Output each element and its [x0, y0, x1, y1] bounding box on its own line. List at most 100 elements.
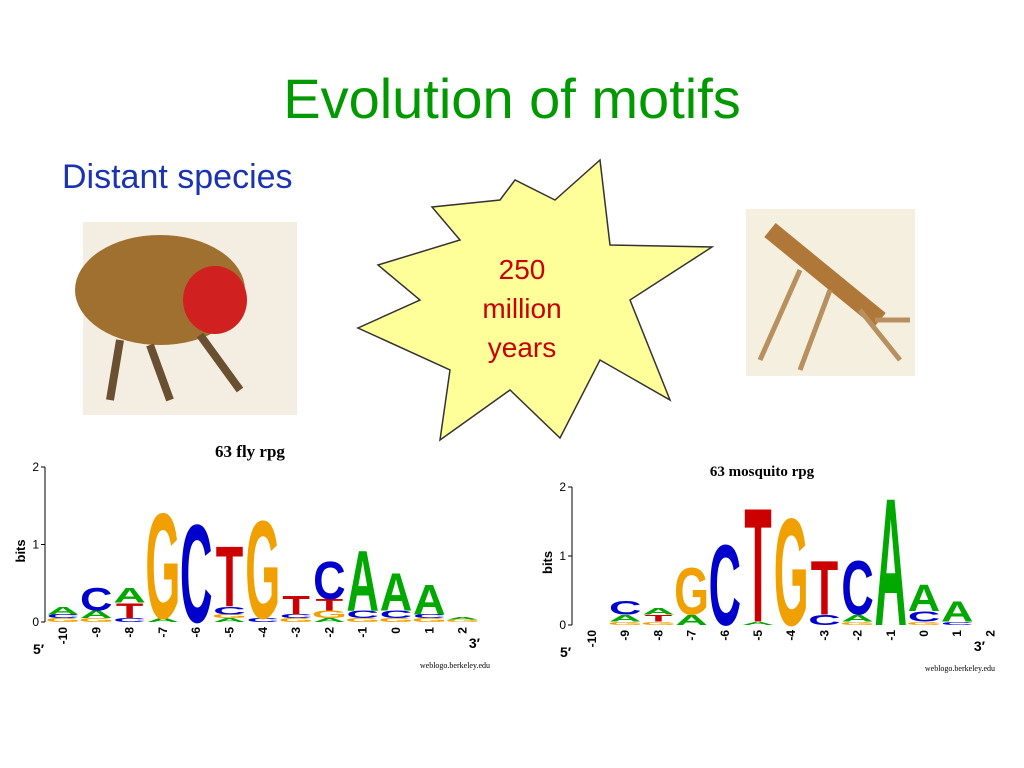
logo-letter: G — [145, 481, 180, 650]
logo-letter: G — [608, 621, 643, 626]
y-tick-label: 1 — [32, 538, 39, 552]
position-label: -5 — [223, 627, 237, 638]
subtitle: Distant species — [62, 158, 293, 196]
callout-line: years — [488, 332, 556, 363]
position-label: -6 — [189, 627, 203, 638]
logo-letter: G — [907, 621, 942, 626]
logo-letter: G — [279, 617, 314, 623]
logo-letter: C — [808, 612, 840, 628]
logo-letter: G — [79, 617, 114, 623]
logo-letter: A — [147, 617, 179, 623]
logo-letter: T — [282, 590, 310, 620]
logo-letter: A — [213, 617, 245, 623]
logo-letter: C — [413, 613, 445, 619]
logo-letter: A — [675, 612, 707, 628]
position-label: -1 — [884, 630, 898, 641]
logo-letter: A — [313, 617, 345, 623]
y-axis-label: bits — [13, 539, 28, 562]
logo-letter: C — [709, 522, 741, 650]
logo-title: 63 fly rpg — [215, 442, 285, 461]
position-label: -10 — [56, 627, 70, 645]
five-prime: 5′ — [560, 644, 572, 660]
logo-letter: A — [875, 462, 907, 665]
logo-letter: C — [313, 550, 346, 611]
logo-letter: T — [645, 613, 673, 624]
position-label: 2 — [456, 627, 470, 634]
logo-letter: C — [380, 608, 412, 620]
logo-letter: T — [744, 476, 771, 657]
position-label: -3 — [817, 630, 831, 641]
logo-letter: G — [641, 621, 676, 626]
logo-letter: G — [379, 617, 414, 623]
callout-line: 250 — [499, 254, 546, 285]
logo-letter: C — [213, 604, 245, 616]
credit: weblogo.berkeley.edu — [925, 664, 995, 673]
logo-letter: T — [316, 596, 344, 614]
logo-letter: A — [941, 596, 973, 628]
logo-letter: C — [47, 613, 79, 619]
y-tick-label: 0 — [32, 615, 39, 629]
logo-letter: A — [346, 533, 378, 630]
logo-letter: A — [642, 606, 674, 617]
logo-letter: G — [312, 608, 347, 620]
y-axis-label: bits — [540, 551, 555, 574]
logo-letter: T — [216, 529, 244, 626]
position-label: 2 — [983, 630, 997, 637]
position-label: -4 — [784, 630, 798, 641]
y-tick-label: 2 — [559, 480, 566, 494]
position-label: -8 — [123, 627, 137, 638]
logo-letter: C — [841, 546, 873, 631]
fly-photo — [75, 222, 297, 415]
logo-letter: A — [841, 613, 873, 624]
logo-letter: A — [380, 562, 413, 623]
position-label: -2 — [322, 627, 336, 638]
logo-letter: G — [46, 617, 81, 623]
mosquito-photo — [746, 209, 915, 376]
three-prime: 3′ — [974, 638, 986, 654]
logo-letter: C — [247, 617, 279, 623]
position-label: -6 — [718, 630, 732, 641]
logo-letter: C — [180, 497, 212, 653]
position-label: -9 — [89, 627, 103, 638]
logo-letter: G — [674, 555, 709, 630]
position-label: -5 — [751, 630, 765, 641]
position-label: -9 — [618, 630, 632, 641]
callout-line: million — [482, 293, 561, 324]
logo-letter: C — [80, 582, 112, 617]
slide-title: Evolution of motifs — [283, 67, 741, 130]
logo-letter: A — [47, 604, 79, 616]
three-prime: 3′ — [469, 635, 481, 651]
logo-letter: G — [774, 487, 809, 658]
logo-letter: C — [941, 621, 973, 626]
logo-letter: G — [245, 493, 280, 649]
starburst — [356, 158, 715, 442]
position-label: -1 — [356, 627, 370, 638]
position-label: 0 — [389, 627, 403, 634]
position-label: -2 — [851, 630, 865, 641]
logo-letter: G — [212, 613, 247, 619]
logo-letter: G — [445, 619, 480, 623]
logo-letter: A — [113, 584, 145, 608]
logo-letter: A — [742, 621, 774, 626]
position-label: -7 — [156, 627, 170, 638]
credit: weblogo.berkeley.edu — [420, 661, 490, 670]
logo-letter: C — [609, 598, 641, 619]
logo-letter: G — [840, 621, 875, 626]
y-tick-label: 0 — [559, 618, 566, 632]
position-label: -3 — [289, 627, 303, 638]
y-tick-label: 2 — [32, 460, 39, 474]
logo-letter: C — [280, 613, 312, 619]
logo-letter: C — [346, 608, 378, 620]
logo-letter: A — [446, 617, 478, 621]
logo-letter: T — [116, 599, 144, 623]
logo-letter: C — [113, 617, 145, 623]
y-tick-label: 1 — [559, 549, 566, 563]
logo-letter: A — [80, 608, 112, 620]
logo-title: 63 mosquito rpg — [710, 464, 815, 480]
five-prime: 5′ — [33, 641, 45, 657]
position-label: -8 — [651, 630, 665, 641]
position-label: -4 — [256, 627, 270, 638]
logo-letter: A — [413, 576, 445, 624]
